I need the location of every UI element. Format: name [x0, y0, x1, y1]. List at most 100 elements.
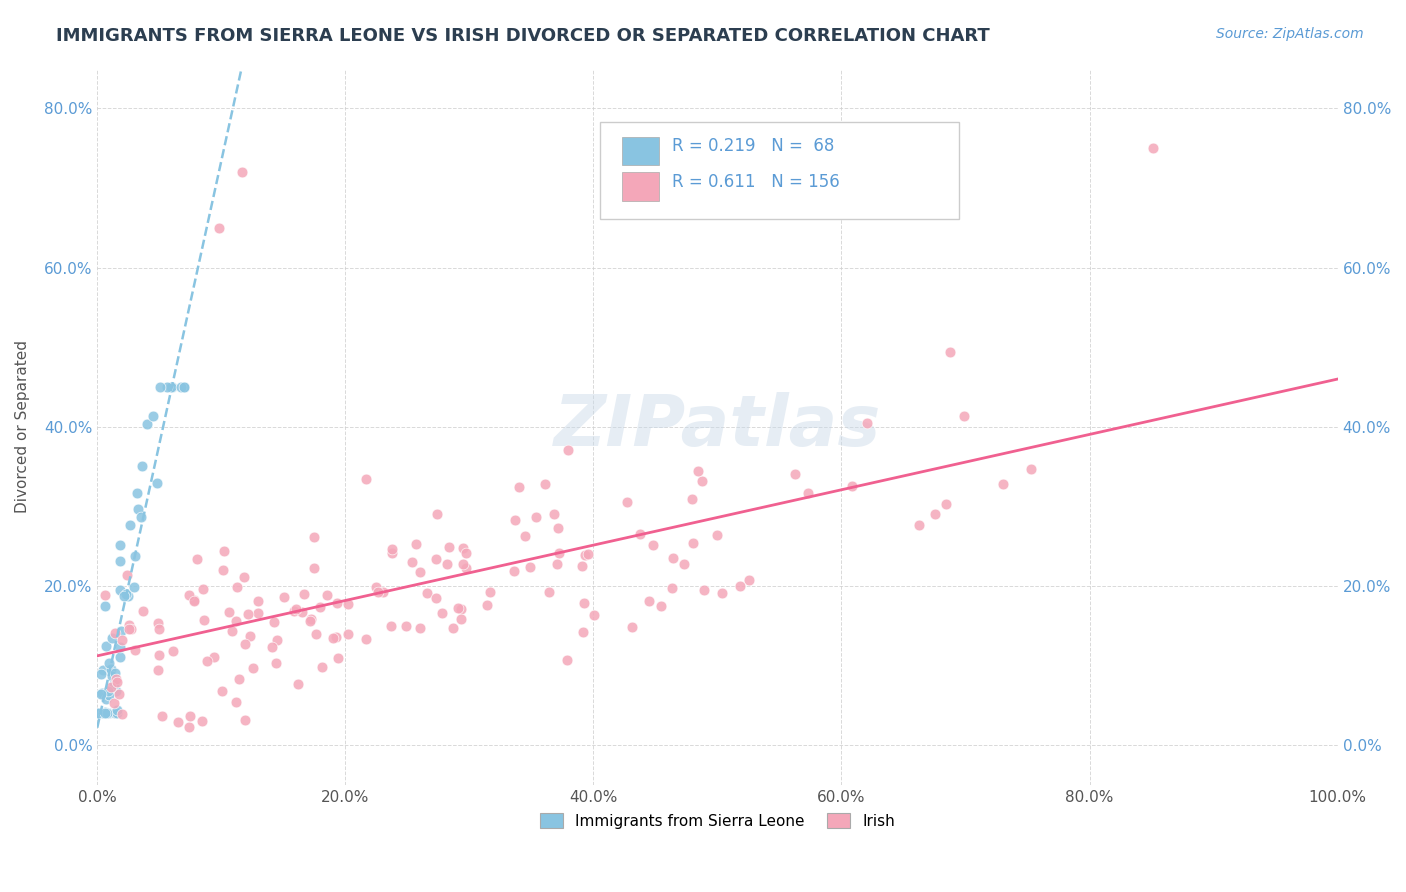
- Point: [557, 443, 579, 458]
- Point: [447, 600, 470, 615]
- Point: [228, 672, 250, 686]
- Point: [336, 597, 359, 611]
- Point: [519, 560, 541, 574]
- Point: [108, 538, 131, 552]
- Point: [146, 475, 169, 490]
- Point: [110, 554, 132, 568]
- Point: [661, 550, 683, 565]
- Point: [101, 669, 124, 683]
- Point: [380, 546, 402, 560]
- Point: [287, 677, 309, 691]
- Point: [235, 637, 257, 651]
- Point: [534, 477, 557, 491]
- Point: [94, 588, 117, 602]
- Point: [104, 683, 127, 698]
- Point: [136, 417, 159, 432]
- Text: R = 0.611   N = 156: R = 0.611 N = 156: [672, 173, 839, 191]
- Point: [643, 538, 665, 552]
- Point: [90, 686, 112, 700]
- Point: [104, 665, 127, 680]
- Point: [110, 624, 132, 639]
- Point: [97, 706, 120, 721]
- Point: [87, 706, 110, 721]
- Point: [582, 608, 605, 623]
- Point: [508, 480, 530, 494]
- Point: [454, 561, 477, 575]
- Point: [179, 720, 201, 734]
- Point: [146, 615, 169, 630]
- Point: [232, 570, 254, 584]
- Point: [266, 633, 288, 648]
- Point: [572, 596, 595, 610]
- Point: [247, 594, 270, 608]
- Point: [290, 605, 312, 619]
- Point: [225, 695, 247, 709]
- Point: [104, 625, 127, 640]
- Point: [797, 486, 820, 500]
- Point: [146, 663, 169, 677]
- Point: [97, 683, 120, 698]
- Point: [367, 585, 389, 599]
- Point: [105, 703, 128, 717]
- Point: [638, 594, 661, 608]
- Point: [90, 706, 112, 721]
- Point: [89, 706, 111, 721]
- Point: [628, 527, 651, 541]
- Point: [212, 563, 235, 577]
- Point: [693, 583, 716, 598]
- Point: [242, 661, 264, 675]
- Point: [546, 557, 568, 571]
- Point: [115, 568, 138, 582]
- Point: [150, 708, 173, 723]
- Point: [454, 546, 477, 560]
- Point: [425, 552, 447, 566]
- Point: [246, 606, 269, 620]
- Point: [311, 659, 333, 673]
- Point: [91, 706, 114, 721]
- Point: [87, 706, 110, 721]
- Point: [131, 458, 153, 473]
- Point: [503, 513, 526, 527]
- Point: [132, 604, 155, 618]
- Point: [285, 601, 308, 615]
- Point: [208, 220, 231, 235]
- Point: [89, 706, 111, 721]
- Point: [475, 598, 498, 612]
- Point: [238, 607, 260, 621]
- Point: [264, 656, 287, 670]
- Point: [218, 606, 240, 620]
- Point: [104, 706, 127, 721]
- Point: [108, 687, 131, 701]
- Point: [856, 416, 879, 430]
- Point: [326, 651, 349, 665]
- Point: [87, 706, 110, 721]
- Point: [661, 581, 683, 595]
- Point: [193, 613, 215, 627]
- Point: [186, 551, 208, 566]
- Point: [555, 653, 578, 667]
- Point: [991, 477, 1014, 491]
- Point: [416, 586, 439, 600]
- Point: [571, 558, 593, 573]
- Point: [233, 714, 256, 728]
- Point: [91, 664, 114, 678]
- Point: [100, 662, 122, 676]
- Point: [292, 587, 315, 601]
- Point: [578, 547, 600, 561]
- Point: [191, 714, 214, 729]
- Legend: Immigrants from Sierra Leone, Irish: Immigrants from Sierra Leone, Irish: [534, 806, 901, 835]
- Point: [548, 546, 571, 560]
- Point: [87, 706, 110, 721]
- Point: [124, 643, 146, 657]
- Point: [103, 696, 125, 710]
- Point: [450, 602, 472, 616]
- Point: [908, 518, 931, 533]
- Point: [100, 631, 122, 645]
- Point: [672, 557, 695, 571]
- Point: [395, 619, 418, 633]
- Point: [96, 692, 118, 706]
- Point: [118, 623, 141, 637]
- Point: [91, 706, 114, 721]
- Point: [183, 592, 205, 607]
- Point: [127, 486, 149, 500]
